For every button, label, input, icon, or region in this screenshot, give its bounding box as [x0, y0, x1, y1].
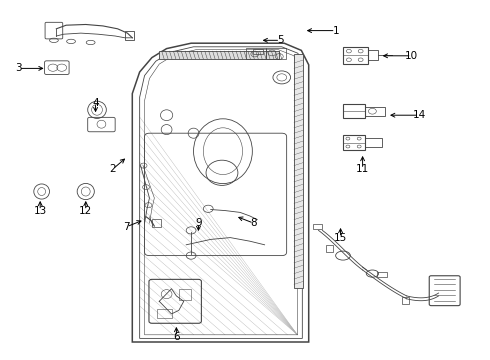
Text: 8: 8 — [250, 218, 257, 228]
Text: 9: 9 — [195, 218, 202, 228]
Bar — [294, 54, 303, 288]
Text: 15: 15 — [334, 233, 347, 243]
Text: 12: 12 — [79, 206, 93, 216]
Bar — [326, 245, 333, 252]
Bar — [125, 31, 134, 40]
Bar — [159, 51, 279, 59]
Bar — [246, 48, 266, 59]
Text: 5: 5 — [277, 35, 284, 45]
Bar — [157, 309, 172, 318]
Bar — [365, 138, 382, 147]
Bar — [343, 104, 365, 118]
Bar — [313, 224, 322, 229]
Text: 14: 14 — [412, 110, 426, 120]
Bar — [253, 49, 263, 54]
Bar — [152, 219, 161, 227]
Bar — [266, 48, 286, 59]
Bar — [179, 289, 191, 300]
Bar — [343, 47, 368, 64]
Text: 7: 7 — [123, 222, 130, 232]
Bar — [365, 107, 385, 116]
Text: 2: 2 — [109, 164, 116, 174]
Bar — [377, 272, 387, 277]
Bar — [368, 50, 378, 60]
Text: 1: 1 — [332, 26, 339, 36]
Bar — [402, 297, 409, 304]
Text: 4: 4 — [92, 98, 99, 108]
Bar — [343, 135, 365, 150]
Text: 3: 3 — [15, 63, 22, 73]
Text: 13: 13 — [33, 206, 47, 216]
Text: 11: 11 — [356, 164, 369, 174]
Text: 6: 6 — [173, 332, 180, 342]
Text: 10: 10 — [405, 51, 418, 61]
